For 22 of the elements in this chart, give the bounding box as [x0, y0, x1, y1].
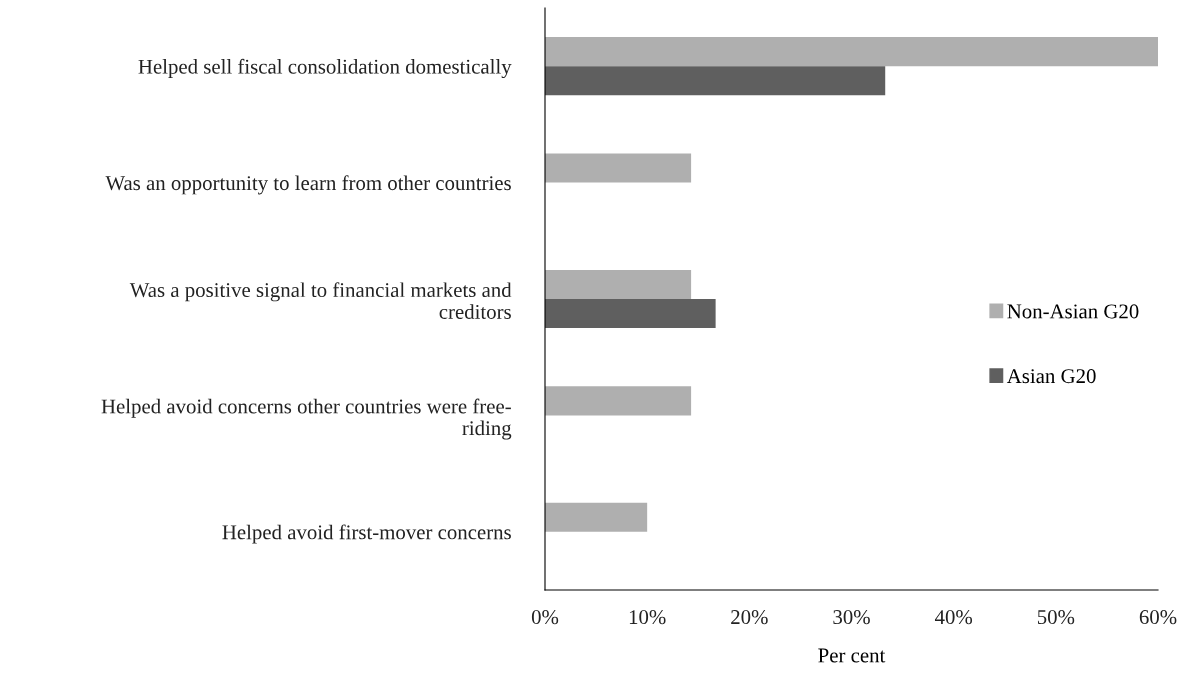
bar [545, 37, 1158, 67]
x-tick-label: 50% [1037, 610, 1075, 625]
x-tick-label: 20% [731, 610, 768, 625]
x-tick-label: 10% [629, 610, 666, 625]
x-tick-label: 0% [531, 610, 559, 625]
x-tick-label: 60% [1139, 610, 1177, 625]
bar [545, 299, 716, 329]
legend-label: Asian G20 [1006, 369, 1096, 384]
y-tick-label: Helped avoid concerns other countries were free- riding [101, 398, 512, 440]
x-tick-label: 40% [934, 610, 973, 625]
bar [545, 66, 886, 96]
bar [545, 502, 648, 532]
y-tick-label: Was a positive signal to financial markets and creditors [129, 282, 512, 319]
x-axis-title: Per cent [818, 648, 886, 663]
y-tick-label: Helped avoid first-mover concerns [222, 524, 511, 544]
bar [545, 153, 692, 183]
bar [545, 386, 692, 416]
y-tick-label: Was an opportunity to learn from other countries [105, 175, 511, 195]
legend-label: Non-Asian G20 [1007, 304, 1139, 319]
x-tick-label: 30% [833, 610, 870, 625]
y-tick-label: Helped sell fiscal consolidation domestically [138, 58, 512, 79]
bar [545, 269, 692, 299]
